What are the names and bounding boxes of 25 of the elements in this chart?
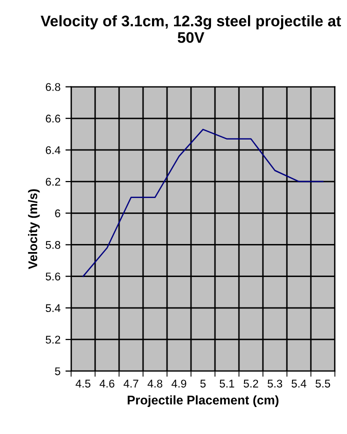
x-tick-label: 4.6 [100, 380, 114, 388]
y-tick-label: 6 [55, 209, 60, 218]
y-tick-label: 5.8 [46, 240, 60, 249]
chart-title: Velocity of 3.1cm, 12.3g steel projectile at 50V [40, 15, 341, 43]
x-tick-label: 5.5 [316, 380, 330, 388]
y-tick-label: 6.4 [46, 146, 60, 154]
x-tick-label: 5.2 [244, 380, 258, 388]
x-axis-title: Projectile Placement (cm) [128, 395, 278, 407]
x-tick-label: 5.1 [220, 380, 234, 388]
x-tick-label: 5 [200, 380, 206, 388]
y-tick-label: 6.2 [46, 178, 60, 186]
x-tick-label: 4.8 [148, 380, 162, 388]
y-axis-title: Velocity (m/s) [28, 189, 40, 270]
y-tick-label: 5.6 [46, 272, 60, 280]
x-tick-label: 4.7 [124, 380, 138, 388]
line-series [82, 128, 324, 277]
x-tick-label: 5.4 [292, 380, 306, 388]
x-tick-label: 4.5 [76, 380, 90, 388]
y-tick-label: 6.8 [46, 83, 60, 91]
y-tick-label: 5 [54, 367, 60, 376]
y-tick-label: 6.6 [46, 114, 60, 123]
x-tick-label: 5.3 [268, 380, 282, 388]
x-tick-label: 4.9 [172, 380, 186, 388]
y-tick-label: 5.4 [46, 304, 60, 312]
y-tick-label: 5.2 [46, 336, 60, 344]
